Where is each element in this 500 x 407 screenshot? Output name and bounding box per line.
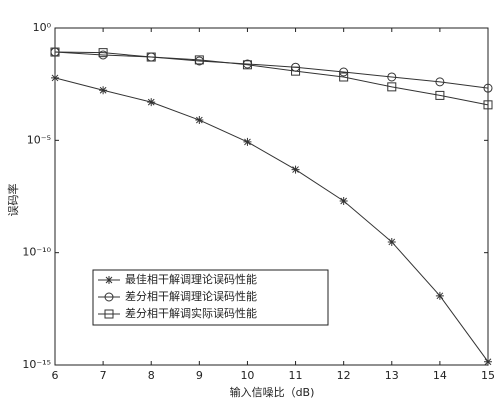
marker (387, 82, 397, 92)
x-tick-label: 15 (481, 369, 495, 382)
marker (291, 165, 300, 174)
marker (387, 72, 397, 82)
marker (435, 291, 444, 300)
marker (435, 77, 445, 87)
marker (339, 196, 348, 205)
marker (242, 60, 252, 70)
legend-marker (104, 292, 114, 302)
y-tick-label: 10⁻¹⁵ (22, 358, 51, 371)
x-tick-label: 13 (385, 369, 399, 382)
marker (387, 237, 396, 246)
x-tick-label: 14 (433, 369, 447, 382)
marker (51, 73, 59, 82)
x-tick-label: 12 (337, 369, 351, 382)
y-tick-label: 10⁻¹⁰ (22, 246, 51, 259)
x-tick-label: 8 (148, 369, 155, 382)
legend-marker (104, 309, 114, 319)
marker (291, 66, 301, 76)
x-tick-label: 9 (196, 369, 203, 382)
legend-label: 差分相干解调理论误码性能 (125, 289, 257, 303)
series-line (54, 51, 489, 89)
marker (484, 357, 492, 366)
marker (146, 52, 156, 62)
legend-label: 差分相干解调实际误码性能 (125, 306, 257, 320)
marker (147, 98, 156, 107)
x-tick-label: 6 (52, 369, 59, 382)
y-axis-label: 误码率 (6, 184, 20, 217)
x-tick-label: 7 (100, 369, 107, 382)
series-line (54, 51, 489, 106)
x-axis-label: 输入信噪比（dB) (230, 385, 315, 399)
y-tick-label: 10⁰ (33, 21, 52, 34)
marker (98, 48, 108, 58)
marker (483, 83, 493, 93)
legend-box (92, 269, 329, 326)
marker (483, 100, 493, 110)
marker (50, 47, 60, 57)
legend-label: 最佳相干解调理论误码性能 (125, 272, 257, 286)
marker (195, 116, 204, 125)
marker (243, 137, 252, 146)
series-line (54, 77, 489, 363)
x-tick-label: 10 (240, 369, 254, 382)
marker (435, 90, 445, 100)
legend-marker (105, 276, 113, 284)
marker (339, 67, 349, 77)
x-tick-label: 11 (289, 369, 303, 382)
marker (99, 86, 108, 95)
y-tick-label: 10⁻⁵ (27, 133, 51, 146)
marker (339, 72, 349, 82)
marker (194, 55, 204, 65)
